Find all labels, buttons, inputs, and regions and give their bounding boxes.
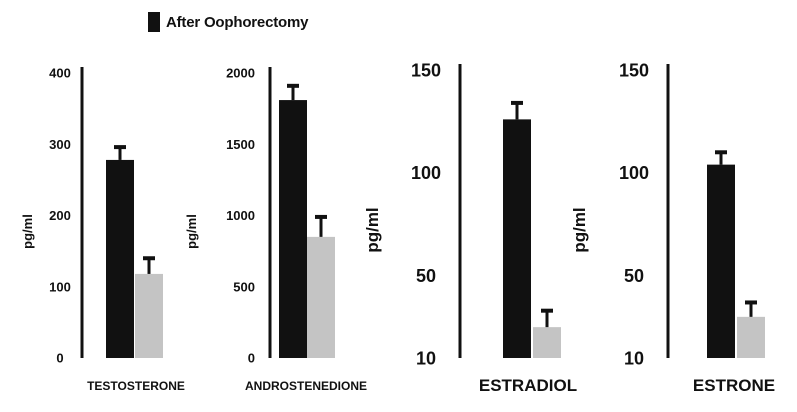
- androstenedione-y-label: pg/ml: [184, 214, 199, 249]
- testosterone-tick-label: 300: [49, 137, 71, 152]
- testosterone-bar-after: [135, 273, 163, 358]
- legend-swatch-dark: [148, 12, 160, 32]
- estrone-tick-label: 150: [619, 60, 649, 80]
- estradiol-bar-after: [533, 327, 561, 358]
- estrone-x-label: ESTRONE: [693, 376, 775, 395]
- androstenedione-tick-label: 1000: [226, 208, 255, 223]
- androstenedione-bar-after: [307, 236, 335, 358]
- chart-legend: After Oophorectomy: [148, 12, 308, 32]
- androstenedione-bar-before: [279, 100, 307, 358]
- estrone-bar-after: [737, 316, 765, 358]
- estradiol-bar-before: [503, 119, 531, 358]
- testosterone-x-label: TESTOSTERONE: [87, 379, 185, 393]
- estrone-tick-label: 10: [624, 348, 644, 368]
- androstenedione-tick-label: 2000: [226, 66, 255, 81]
- estradiol-x-label: ESTRADIOL: [479, 376, 577, 395]
- estrone-y-label: pg/ml: [570, 207, 589, 252]
- androstenedione-x-label: ANDROSTENEDIONE: [245, 379, 367, 393]
- estradiol-tick-label: 100: [411, 163, 441, 183]
- testosterone-tick-label: 200: [49, 208, 71, 223]
- androstenedione-tick-label: 500: [233, 279, 255, 294]
- testosterone-y-label: pg/ml: [20, 214, 35, 249]
- testosterone-bar-before: [106, 159, 134, 358]
- estradiol-tick-label: 50: [416, 266, 436, 286]
- estrone-tick-label: 100: [619, 163, 649, 183]
- androstenedione-tick-label: 0: [248, 351, 255, 366]
- estrone-bar-before: [707, 164, 735, 358]
- testosterone-tick-label: 400: [49, 66, 71, 81]
- testosterone-tick-label: 100: [49, 279, 71, 294]
- estradiol-tick-label: 10: [416, 348, 436, 368]
- estradiol-y-label: pg/ml: [363, 207, 382, 252]
- androstenedione-tick-label: 1500: [226, 137, 255, 152]
- legend-label: After Oophorectomy: [166, 13, 309, 31]
- estradiol-tick-label: 150: [411, 60, 441, 80]
- estrone-tick-label: 50: [624, 266, 644, 286]
- testosterone-tick-label: 0: [56, 351, 63, 366]
